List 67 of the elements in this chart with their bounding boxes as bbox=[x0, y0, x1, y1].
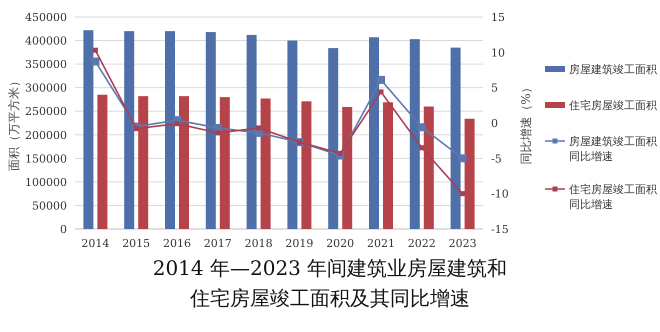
y-axis-title: 面积（万平方米） bbox=[7, 75, 21, 171]
point bbox=[256, 125, 262, 130]
bar bbox=[383, 102, 393, 229]
legend-label: 房屋建筑竣工面积同比增速 bbox=[569, 135, 657, 163]
y-tick-label: 450000 bbox=[25, 11, 67, 24]
bar bbox=[83, 30, 94, 229]
x-tick-label: 2018 bbox=[244, 237, 273, 250]
y-tick-label: 100000 bbox=[25, 176, 67, 189]
bar bbox=[124, 31, 134, 229]
text: 2014 年—2023 年间建筑业房屋建筑和住宅房屋竣工面积及其同比增速 bbox=[152, 256, 508, 310]
x-tick-label: 2022 bbox=[408, 237, 436, 250]
x-tick-label: 2021 bbox=[367, 237, 395, 250]
bar bbox=[342, 106, 352, 229]
point bbox=[91, 58, 100, 66]
y-tick-label: 250000 bbox=[25, 105, 67, 118]
y2-tick-label: -15 bbox=[491, 223, 509, 236]
y2-tick-label: -5 bbox=[491, 152, 502, 166]
y2-axis-title: 同比增速（%） bbox=[519, 81, 533, 165]
point bbox=[377, 76, 385, 84]
bar bbox=[369, 37, 379, 229]
y2-tick-label: 0 bbox=[491, 117, 498, 130]
bar bbox=[464, 118, 475, 229]
y2-tick-label: 5 bbox=[491, 82, 498, 95]
x-tick-label: 2016 bbox=[163, 237, 191, 250]
y-tick-label: 300000 bbox=[25, 82, 67, 95]
bar bbox=[220, 97, 230, 229]
y-tick-label: 350000 bbox=[25, 58, 67, 72]
y-tick-label: 200000 bbox=[25, 128, 67, 142]
x-tick-label: 2019 bbox=[285, 237, 314, 250]
bar bbox=[206, 32, 216, 229]
point bbox=[338, 150, 343, 156]
legend-label: 住宅房屋竣工面积 bbox=[569, 99, 657, 112]
y-tick-label: 0 bbox=[60, 223, 67, 236]
y-tick-label: 150000 bbox=[25, 152, 67, 166]
bar bbox=[287, 40, 298, 229]
point bbox=[458, 154, 467, 162]
point bbox=[174, 121, 180, 126]
point bbox=[92, 48, 98, 53]
y2-tick-label: 10 bbox=[491, 46, 505, 60]
point bbox=[378, 89, 384, 94]
bar bbox=[97, 94, 108, 229]
point bbox=[215, 130, 220, 136]
x-tick-label: 2015 bbox=[122, 237, 150, 250]
y2-tick-label: -10 bbox=[491, 188, 509, 201]
point bbox=[419, 145, 424, 150]
y-tick-label: 400000 bbox=[25, 34, 67, 48]
bar bbox=[179, 96, 189, 229]
bar bbox=[260, 98, 271, 229]
bar bbox=[328, 48, 338, 229]
bar bbox=[138, 96, 148, 229]
legend-label: 住宅房屋竣工面积同比增速 bbox=[569, 183, 657, 211]
point bbox=[418, 123, 426, 132]
bar bbox=[410, 39, 420, 229]
bar bbox=[424, 106, 434, 229]
bar bbox=[246, 34, 257, 229]
point bbox=[134, 126, 139, 132]
x-tick-label: 2017 bbox=[204, 237, 232, 250]
y2-tick-label: 15 bbox=[491, 11, 505, 24]
x-tick-label: 2020 bbox=[326, 237, 354, 250]
bar bbox=[165, 31, 175, 229]
x-tick-label: 2014 bbox=[81, 237, 110, 250]
bar bbox=[450, 48, 461, 229]
point bbox=[460, 191, 466, 196]
bar bbox=[301, 101, 312, 229]
y-tick-label: 50000 bbox=[32, 199, 67, 212]
x-tick-label: 2023 bbox=[448, 237, 477, 250]
legend-label: 房屋建筑竣工面积 bbox=[569, 63, 657, 76]
